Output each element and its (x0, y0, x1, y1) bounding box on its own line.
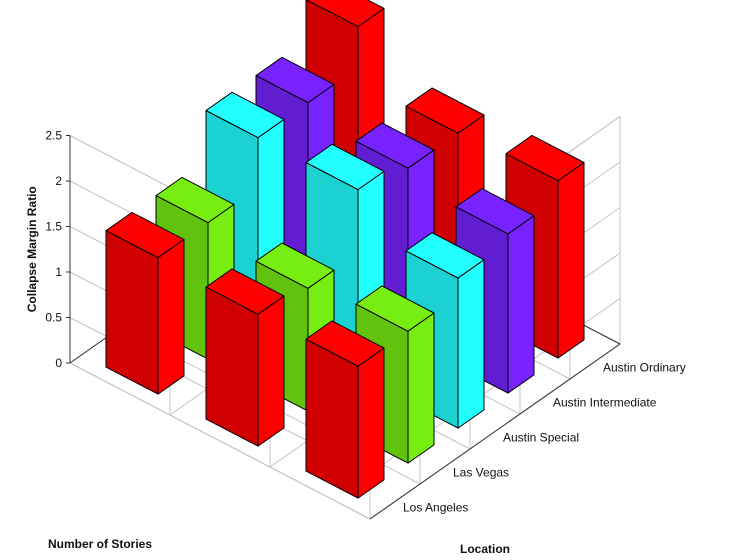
bar-top-face (205, 268, 285, 315)
bar-side-face (105, 230, 159, 395)
bar-front-face (357, 347, 385, 499)
y-axis-line (369, 343, 621, 520)
location-tick-label: Las Vegas (453, 466, 509, 480)
bar-front-face (157, 238, 185, 395)
y-axis-title: Number of Stories (48, 537, 152, 551)
bar-top-face (355, 122, 435, 169)
bar-top-face (405, 87, 485, 134)
bar-top-face (105, 211, 185, 259)
bar-top-face (505, 134, 585, 182)
z-tick-label: 0 (55, 356, 62, 370)
bar-front-face (257, 295, 285, 447)
bar-front-face (507, 215, 535, 394)
bar-top-face (255, 56, 335, 104)
bar (105, 211, 185, 395)
chart-bars (105, 0, 585, 499)
bar-front-face (407, 312, 435, 464)
z-axis-title: Collapse Margin Ratio (25, 186, 39, 312)
location-tick-label: Austin Ordinary (603, 361, 686, 375)
bar-top-face (405, 232, 485, 279)
z-tick-label: 1.5 (45, 220, 62, 234)
location-tick-label: Austin Special (503, 431, 579, 445)
z-tick-label: 1 (55, 265, 62, 279)
bar (305, 320, 385, 499)
bar (205, 268, 285, 447)
bar-top-face (305, 320, 385, 367)
bar-side-face (305, 338, 359, 499)
bar-top-face (305, 143, 385, 191)
bar-top-face (205, 91, 285, 139)
location-tick-label: Austin Intermediate (553, 396, 657, 410)
bar-top-face (255, 242, 335, 289)
location-tick-label: Los Angeles (403, 501, 468, 515)
bar-top-face (355, 285, 435, 332)
bar-side-face (205, 286, 259, 447)
floor-gridline (69, 362, 371, 520)
x-axis-title: Location (460, 542, 510, 556)
bar-top-face (305, 0, 385, 28)
z-tick-label: 2 (55, 174, 62, 188)
bar-front-face (457, 259, 485, 429)
bar-top-face (155, 176, 235, 224)
z-tick-label: 0.5 (45, 311, 62, 325)
z-tick-label: 2.5 (45, 129, 62, 143)
bar-top-face (455, 188, 535, 235)
bar-front-face (557, 162, 585, 359)
